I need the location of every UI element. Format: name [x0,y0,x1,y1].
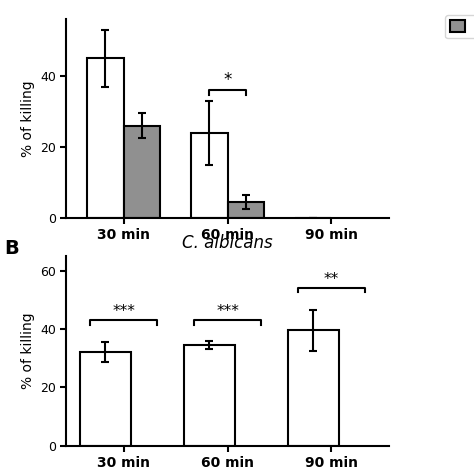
Text: ***: *** [216,304,239,319]
Legend: NAT: NAT [445,15,474,38]
Bar [80,352,131,446]
Bar [228,202,264,218]
Bar [191,133,228,218]
Text: B: B [5,239,19,258]
Text: **: ** [324,272,339,287]
Text: ***: *** [112,304,135,319]
Y-axis label: % of killing: % of killing [20,312,35,389]
Title: C. albicans: C. albicans [182,234,273,252]
Bar [124,126,160,218]
Bar [87,58,124,218]
Bar [184,345,235,446]
Bar [288,330,339,446]
Y-axis label: % of killing: % of killing [20,80,35,157]
Text: *: * [223,71,232,89]
